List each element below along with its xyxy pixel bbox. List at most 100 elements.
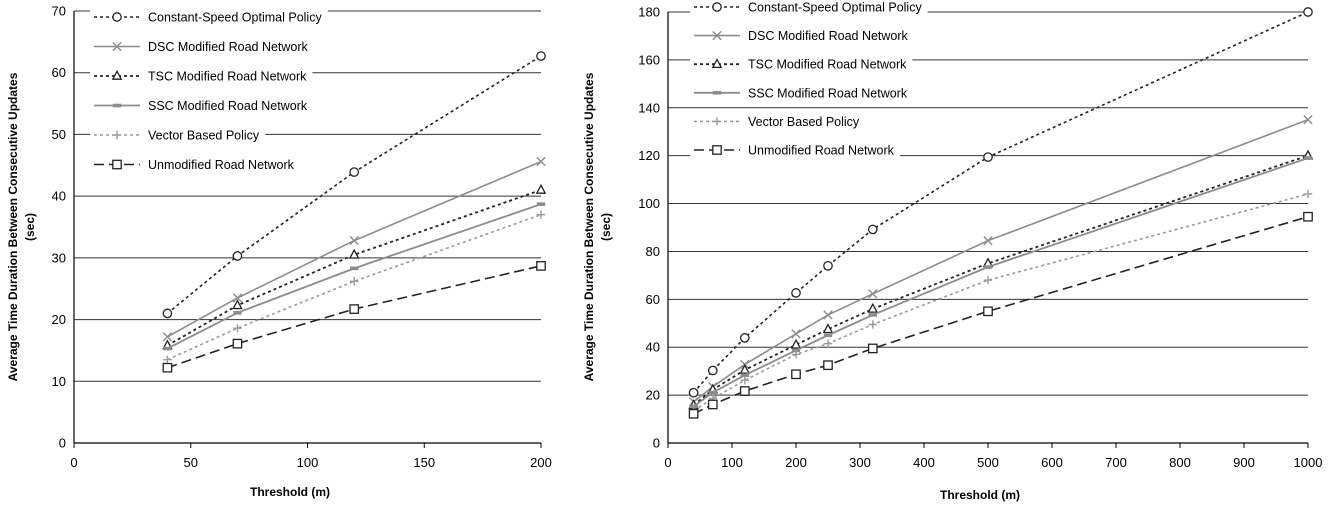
chart-right-legend-label: Vector Based Policy	[748, 115, 860, 129]
chart-right-legend-label: Constant-Speed Optimal Policy	[748, 1, 922, 15]
chart-left-data-point	[536, 261, 546, 271]
chart-right-data-point	[739, 386, 750, 396]
chart-left-y-tick-label: 70	[52, 4, 66, 19]
chart-left-axes: 0 10 20 30 40 50 60 70 0 50 100 150 200	[52, 4, 552, 471]
chart-right-x-tick-label: 600	[1041, 455, 1063, 470]
chart-right-legend-background	[690, 113, 866, 130]
chart-right-y-tick-label: 0	[653, 436, 660, 451]
chart-left-data-point	[350, 277, 359, 286]
chart-right-x-tick-label: 300	[849, 455, 871, 470]
chart-left-x-tick-label: 100	[297, 455, 319, 470]
chart-left-y-tick-label: 30	[52, 250, 66, 265]
chart-left-data-point	[163, 355, 172, 364]
chart-left-series-line	[166, 189, 542, 347]
chart-right-y-tick-label: 20	[646, 388, 660, 403]
chart-right-y-tick-label: 40	[646, 340, 660, 355]
chart-right-x-axis-title: Threshold (m)	[940, 488, 1020, 502]
chart-left-legend-background	[90, 38, 314, 55]
chart-left-data-point	[233, 324, 242, 333]
chart-right-legend-marker	[712, 30, 722, 41]
chart-left-legend-background	[90, 68, 313, 84]
chart-left-data-point	[163, 346, 172, 351]
chart-left-data-point	[535, 183, 547, 194]
chart-right-data-point	[791, 350, 801, 359]
chart-right-series-line	[693, 215, 1309, 415]
chart-right-data-point	[867, 343, 878, 354]
chart-right-data-point	[1303, 189, 1313, 199]
chart-right-data-point	[707, 365, 718, 376]
chart-right-y-tick-label: 180	[638, 5, 660, 20]
chart-right-axes: 0 20 40 60 80 100 120 140 160 180 0 100 200 300 400 500…	[638, 5, 1322, 471]
chart-right-data-point	[983, 235, 993, 246]
chart-left-data-point	[349, 167, 360, 177]
chart-left-data-point	[232, 299, 243, 310]
chart-left-data-point	[349, 235, 359, 246]
chart-right-series-line	[693, 154, 1309, 406]
chart-right-data-point	[791, 369, 801, 380]
chart-right-data-point	[688, 387, 699, 398]
chart-right-data-point	[868, 289, 878, 299]
chart-left-data-point	[232, 251, 243, 261]
chart-left-y-tick-label: 10	[52, 374, 66, 389]
chart-left-legend-marker	[112, 159, 122, 170]
chart-left-data-point	[233, 310, 242, 315]
chart-right-series-line	[693, 119, 1309, 403]
chart-right-data-point	[822, 323, 834, 334]
chart-right-data-point	[689, 404, 698, 409]
chart-right-data-point	[1303, 211, 1313, 222]
chart-left-data-point	[162, 332, 173, 342]
chart-right-data-point	[868, 313, 877, 317]
chart-right-y-tick-label: 140	[638, 100, 660, 115]
chart-right-data-point	[823, 339, 833, 348]
chart-right-series-line	[692, 11, 1309, 394]
chart-right-legend-background	[690, 84, 914, 101]
chart-right-x-tick-label: 500	[977, 455, 999, 470]
chart-left-x-axis-title: Threshold (m)	[250, 485, 330, 499]
chart-right-data-point	[823, 310, 833, 320]
chart-left-legend-marker	[111, 69, 123, 80]
chart-right-legend-marker	[712, 2, 722, 12]
chart-left-data-point	[162, 362, 173, 373]
chart-right-legend-marker	[711, 58, 723, 69]
chart-left-legend-marker	[112, 12, 122, 22]
chart-right-data-point	[707, 399, 718, 410]
chart-left-data-point	[232, 293, 243, 303]
chart-right-y-tick-label: 80	[646, 244, 660, 259]
chart-right-x-tick-label: 100	[721, 455, 743, 470]
chart-left-legend-marker	[112, 103, 122, 108]
chart-right-x-tick-label: 800	[1169, 455, 1191, 470]
chart-left-y-tick-label: 20	[52, 312, 66, 327]
chart-left-grid	[74, 10, 541, 382]
chart-left-series	[162, 51, 547, 373]
chart-right-x-tick-label: 900	[1233, 455, 1255, 470]
chart-right-x-tick-label: 400	[913, 455, 935, 470]
chart-left-data-point	[348, 248, 360, 259]
chart-right-data-point	[823, 333, 833, 338]
chart-right-data-point	[823, 260, 833, 271]
chart-right-data-point	[983, 152, 993, 162]
chart-right-data-point	[739, 333, 750, 343]
chart-right-data-point	[790, 338, 802, 349]
chart-right-data-point	[740, 376, 749, 385]
chart-left-legend-label: SSC Modified Road Network	[148, 99, 308, 113]
chart-right-series-line	[693, 193, 1309, 412]
chart-left-data-point	[536, 156, 546, 167]
chart-right-y-axis-title-line1: Average Time Duration Between Consecutiv…	[582, 72, 596, 381]
chart-right-data-point	[791, 329, 801, 339]
chart-right-x-tick-label: 1000	[1294, 455, 1323, 470]
chart-left-legend-background	[90, 97, 314, 114]
chart-right-x-tick-label: 700	[1105, 455, 1127, 470]
chart-right-y-tick-label: 100	[638, 196, 660, 211]
chart-right-data-point	[1303, 156, 1313, 160]
chart-right-y-tick-label: 120	[638, 148, 660, 163]
chart-right-data-point	[983, 265, 993, 269]
chart-left-data-point	[232, 338, 243, 349]
chart-right-data-point	[740, 373, 749, 378]
chart-left-y-tick-label: 50	[52, 127, 66, 142]
chart-right-legend-marker	[712, 117, 722, 126]
chart-right-series-line	[693, 157, 1309, 408]
chart-left-series-line	[167, 160, 542, 338]
chart-left-y-tick-label: 40	[52, 189, 66, 204]
chart-right-series	[688, 7, 1314, 419]
